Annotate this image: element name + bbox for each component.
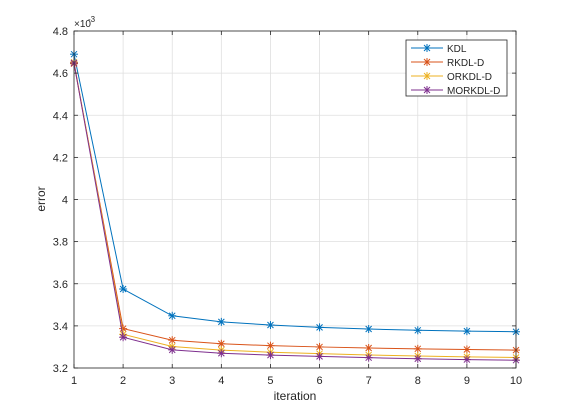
series-line-orkdl-d bbox=[73, 62, 517, 358]
data-point-kdl bbox=[119, 285, 128, 294]
legend-marker-rkdl-d bbox=[423, 58, 431, 66]
legend-marker-morkdl-d bbox=[423, 86, 431, 94]
y-tick-label: 3.8 bbox=[53, 237, 68, 249]
x-tick-label: 9 bbox=[464, 375, 470, 387]
x-tick-label: 10 bbox=[510, 375, 522, 387]
data-point-rkdl-d bbox=[315, 342, 324, 351]
legend-box bbox=[405, 39, 508, 97]
series-line-morkdl-d bbox=[73, 62, 517, 361]
y-tick-label: 4.8 bbox=[53, 26, 68, 38]
data-point-rkdl-d bbox=[462, 345, 471, 354]
data-point-kdl bbox=[364, 325, 373, 334]
y-tick-label: 3.6 bbox=[53, 279, 68, 291]
series-layer bbox=[70, 50, 520, 365]
data-point-morkdl-d bbox=[462, 355, 471, 364]
data-point-kdl bbox=[168, 311, 177, 320]
tick-label-layer: 1 2 3 4 5 6 7 8 9 10 3.2 3.4 3.6 3.8 4 4.2 4.4 4.6 4.8 bbox=[53, 26, 522, 387]
legend-label-orkdl-d: ORKDL-D bbox=[447, 72, 492, 83]
x-tick-label: 8 bbox=[415, 375, 421, 387]
y-tick-label: 3.2 bbox=[53, 363, 68, 375]
series-kdl bbox=[70, 50, 520, 336]
x-tick-label: 2 bbox=[120, 375, 126, 387]
y-tick-label: 4.4 bbox=[53, 110, 68, 122]
data-point-kdl bbox=[217, 317, 226, 326]
y-tick-label: 4.6 bbox=[53, 68, 68, 80]
legend-item-orkdl-d: ORKDL-D bbox=[411, 72, 492, 83]
x-tick-label: 4 bbox=[218, 375, 224, 387]
x-tick-label: 1 bbox=[71, 375, 77, 387]
legend-label-morkdl-d: MORKDL-D bbox=[447, 86, 500, 97]
data-point-morkdl-d bbox=[119, 333, 128, 342]
legend-label-kdl: KDL bbox=[447, 44, 467, 55]
y-tick-label: 4.2 bbox=[53, 152, 68, 164]
x-tick-label: 6 bbox=[316, 375, 322, 387]
legend-marker-kdl bbox=[423, 44, 431, 52]
data-point-morkdl-d bbox=[315, 352, 324, 361]
data-point-kdl bbox=[266, 321, 275, 330]
x-tick-label: 7 bbox=[366, 375, 372, 387]
data-point-kdl bbox=[462, 327, 471, 336]
x-tick-label: 5 bbox=[267, 375, 273, 387]
series-line-rkdl-d bbox=[73, 63, 517, 351]
y-tick-label: 4 bbox=[62, 195, 68, 207]
legend-item-rkdl-d: RKDL-D bbox=[411, 58, 484, 69]
data-point-morkdl-d bbox=[413, 354, 422, 363]
data-point-morkdl-d bbox=[266, 351, 275, 360]
data-point-rkdl-d bbox=[364, 343, 373, 352]
x-tick-label: 3 bbox=[169, 375, 175, 387]
data-point-rkdl-d bbox=[413, 344, 422, 353]
y-exponent-power: -3 bbox=[88, 15, 96, 24]
data-point-morkdl-d bbox=[168, 345, 177, 354]
tick-layer bbox=[73, 30, 517, 369]
data-point-morkdl-d bbox=[217, 349, 226, 358]
y-exponent-label: ×10 -3 bbox=[74, 15, 96, 30]
y-exponent-base: ×10 bbox=[74, 19, 91, 30]
x-axis-label: iteration bbox=[274, 389, 317, 403]
legend-label-rkdl-d: RKDL-D bbox=[447, 58, 484, 69]
legend-item-morkdl-d: MORKDL-D bbox=[411, 86, 500, 97]
y-tick-label: 3.4 bbox=[53, 321, 68, 333]
series-line-kdl bbox=[73, 54, 517, 333]
legend-marker-orkdl-d bbox=[423, 72, 431, 80]
y-axis-label: error bbox=[34, 186, 48, 211]
data-point-morkdl-d bbox=[364, 353, 373, 362]
data-point-kdl bbox=[413, 326, 422, 335]
legend: KDL RKDL-D ORKDL-D MORKDL-D bbox=[405, 39, 508, 97]
legend-item-kdl: KDL bbox=[411, 44, 467, 55]
data-point-kdl bbox=[315, 323, 324, 332]
